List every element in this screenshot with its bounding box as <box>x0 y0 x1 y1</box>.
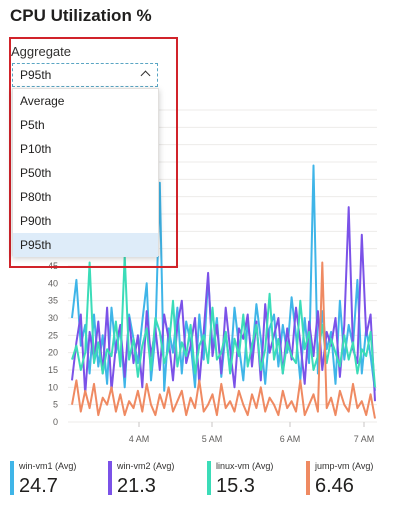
option-p10th[interactable]: P10th <box>13 137 158 161</box>
legend-color-swatch <box>306 461 310 495</box>
legend-series-value: 21.3 <box>117 475 156 498</box>
y-tick-label: 40 <box>48 278 58 288</box>
legend-color-swatch <box>10 461 14 495</box>
x-tick-label: 7 AM <box>354 434 375 444</box>
chart-title: CPU Utilization % <box>10 6 152 26</box>
aggregate-selected-value: P95th <box>20 68 51 82</box>
y-tick-label: 5 <box>53 400 58 410</box>
aggregate-select[interactable]: P95th <box>12 63 158 87</box>
y-tick-label: 35 <box>48 296 58 306</box>
legend-series-value: 6.46 <box>315 475 354 498</box>
y-tick-label: 10 <box>48 382 58 392</box>
aggregate-dropdown: Average P5th P10th P50th P80th P90th P95… <box>12 88 159 256</box>
option-average[interactable]: Average <box>13 89 158 113</box>
x-tick-label: 4 AM <box>129 434 150 444</box>
option-p50th[interactable]: P50th <box>13 161 158 185</box>
series-line-linux-vm <box>72 256 375 388</box>
option-p95th[interactable]: P95th <box>13 233 158 257</box>
legend-series-name: win-vm2 (Avg) <box>117 461 174 471</box>
x-tick-label: 5 AM <box>202 434 223 444</box>
legend-series-name: jump-vm (Avg) <box>315 461 373 471</box>
chevron-up-icon[interactable] <box>141 71 151 81</box>
option-p80th[interactable]: P80th <box>13 185 158 209</box>
legend-series-name: linux-vm (Avg) <box>216 461 273 471</box>
legend-color-swatch <box>207 461 211 495</box>
legend-color-swatch <box>108 461 112 495</box>
x-tick-label: 6 AM <box>280 434 301 444</box>
y-tick-label: 25 <box>48 330 58 340</box>
legend-series-value: 15.3 <box>216 475 255 498</box>
y-tick-label: 15 <box>48 365 58 375</box>
option-p90th[interactable]: P90th <box>13 209 158 233</box>
legend-series-name: win-vm1 (Avg) <box>19 461 76 471</box>
option-p5th[interactable]: P5th <box>13 113 158 137</box>
legend-series-value: 24.7 <box>19 475 58 498</box>
aggregate-label: Aggregate <box>11 44 71 59</box>
y-tick-label: 20 <box>48 348 58 358</box>
y-tick-label: 0 <box>53 417 58 427</box>
y-tick-label: 30 <box>48 313 58 323</box>
